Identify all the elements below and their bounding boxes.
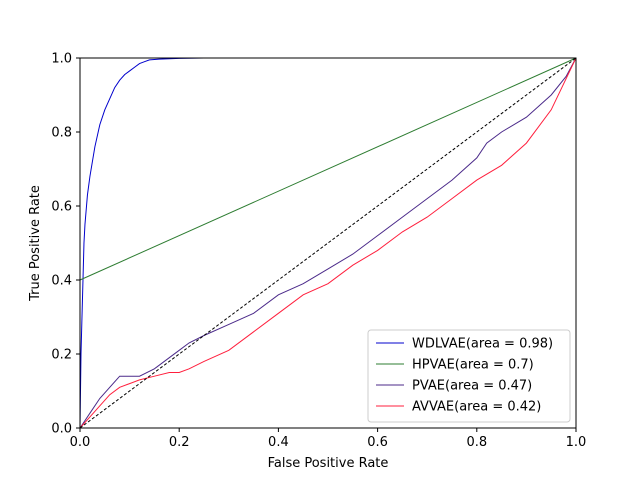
x-tick-label: 0.0 (70, 435, 91, 450)
x-tick-label: 0.6 (367, 435, 388, 450)
x-axis-ticks: 0.0 0.2 0.4 0.6 0.8 1.0 (70, 428, 587, 450)
x-tick-label: 0.8 (466, 435, 487, 450)
y-axis-label: True Positive Rate (28, 185, 43, 302)
series-line-2 (79, 57, 577, 429)
y-tick-label: 0.2 (51, 348, 72, 363)
legend-entry-label: AVVAE(area = 0.42) (412, 400, 541, 415)
y-tick-label: 1.0 (51, 52, 72, 67)
y-tick-label: 0.4 (51, 274, 72, 289)
y-axis-ticks: 0.0 0.2 0.4 0.6 0.8 1.0 (51, 52, 80, 437)
y-tick-label: 0.6 (51, 200, 72, 215)
x-tick-label: 0.2 (169, 435, 190, 450)
legend-box (367, 329, 571, 423)
legend-entry-label: PVAE(area = 0.47) (412, 379, 532, 394)
x-tick-label: 0.4 (268, 435, 289, 450)
y-tick-label: 0.0 (51, 422, 72, 437)
chance-diagonal-line (79, 57, 577, 429)
plot-frame (79, 57, 577, 429)
x-axis-label: False Positive Rate (268, 456, 389, 471)
legend-entry-label: HPVAE(area = 0.7) (412, 358, 534, 373)
legend: WDLVAE(area = 0.98) HPVAE(area = 0.7) PVAE… (367, 329, 571, 423)
y-tick-label: 0.8 (51, 126, 72, 141)
legend-entry-label: WDLVAE(area = 0.98) (412, 337, 553, 352)
x-tick-label: 1.0 (566, 435, 587, 450)
series-line-3 (79, 57, 577, 429)
